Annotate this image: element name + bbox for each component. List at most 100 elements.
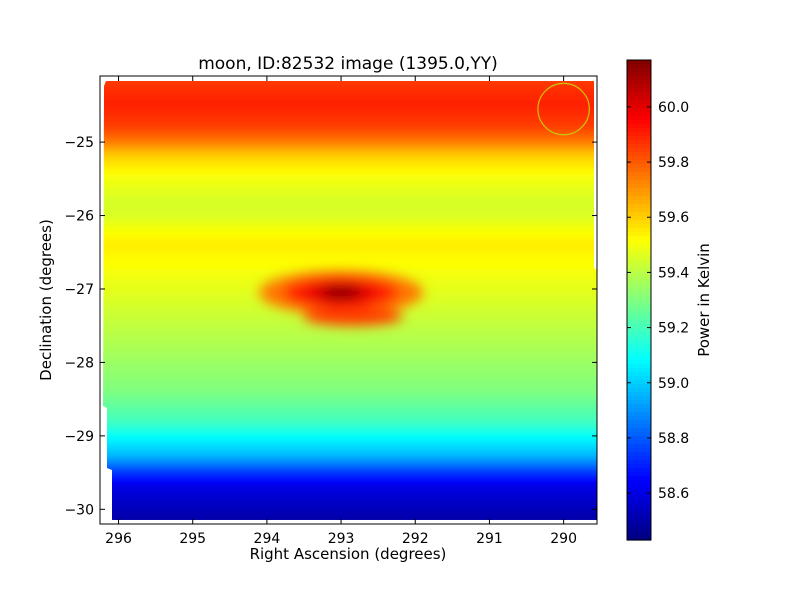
heatmap-band [103, 368, 597, 376]
hotspot-layer [321, 285, 362, 300]
colorbar-segment [627, 324, 651, 329]
colorbar-segment [627, 68, 651, 73]
heatmap-band [103, 403, 597, 411]
colorbar-segment [627, 360, 651, 365]
colorbar-segment [627, 100, 651, 105]
y-tick-label: −25 [64, 135, 94, 151]
heatmap-band [103, 179, 597, 187]
annotation-circle [537, 82, 590, 136]
colorbar-segment [627, 232, 651, 237]
heatmap-band [103, 408, 597, 416]
colorbar-segment [627, 72, 651, 77]
colorbar-segment [627, 484, 651, 489]
heatmap-band [103, 398, 597, 406]
heatmap-band [103, 254, 597, 262]
colorbar-segment [627, 264, 651, 269]
heatmap-band [103, 81, 597, 87]
y-tick-label: −30 [64, 502, 94, 518]
heatmap-band [103, 259, 597, 267]
colorbar-segment [627, 192, 651, 197]
heatmap-band [103, 189, 597, 197]
colorbar: 58.6 58.8 59.0 59.2 59.4 59.6 59.8 60.0 Power i… [626, 59, 713, 541]
colorbar-segment [627, 380, 651, 385]
colorbar-tick-label: 58.6 [658, 486, 689, 502]
colorbar-segment [627, 348, 651, 353]
heatmap-band [103, 264, 597, 272]
heatmap-band [103, 159, 597, 167]
colorbar-segment [627, 276, 651, 281]
heatmap-band [103, 503, 597, 511]
colorbar-segment [627, 284, 651, 289]
colorbar-segment [627, 228, 651, 233]
colorbar-segment [627, 396, 651, 401]
colorbar-segment [627, 212, 651, 217]
colorbar-segment [627, 188, 651, 193]
colorbar-segment [627, 92, 651, 97]
heatmap-band [103, 214, 597, 222]
colorbar-segment [627, 404, 651, 409]
colorbar-tick-label: 59.6 [658, 210, 689, 226]
colorbar-segment [627, 316, 651, 321]
colorbar-segment [627, 448, 651, 453]
heatmap-band [103, 493, 597, 501]
heatmap-band [103, 348, 597, 356]
x-tick-label: 295 [179, 531, 206, 547]
colorbar-segment [627, 536, 651, 541]
colorbar-segment [627, 116, 651, 121]
heatmap-band [103, 119, 597, 127]
colorbar-segment [627, 156, 651, 161]
colorbar-segment [627, 352, 651, 357]
heatmap-band [103, 234, 597, 242]
colorbar-segment [627, 308, 651, 313]
x-tick-label: 292 [402, 531, 429, 547]
heatmap-band [103, 483, 597, 491]
colorbar-segment [627, 524, 651, 529]
colorbar-tick-label: 59.0 [658, 376, 689, 392]
heatmap-band [103, 468, 597, 476]
colorbar-segment [627, 76, 651, 81]
colorbar-segment [627, 296, 651, 301]
heatmap-band [103, 199, 597, 207]
x-axis: 296 295 294 293 292 291 290 [105, 76, 577, 547]
colorbar-segment [627, 160, 651, 165]
heatmap-band [103, 174, 597, 182]
colorbar-segment [627, 268, 651, 273]
colorbar-segment [627, 504, 651, 509]
y-tick-label: −26 [64, 209, 94, 225]
heatmap-band [103, 84, 597, 92]
colorbar-segment [627, 96, 651, 101]
colorbar-segment [627, 128, 651, 133]
heatmap-band [103, 94, 597, 102]
colorbar-segment [627, 456, 651, 461]
colorbar-segment [627, 452, 651, 457]
heatmap-band [103, 383, 597, 391]
heatmap-band [103, 328, 597, 336]
heatmap-band [103, 413, 597, 421]
heatmap-band [103, 378, 597, 386]
colorbar-segment [627, 372, 651, 377]
heatmap-band [103, 458, 597, 466]
colorbar-segment [627, 300, 651, 305]
heatmap-band [103, 164, 597, 172]
heatmap-band [103, 353, 597, 361]
heatmap-band [103, 463, 597, 471]
heatmap-band [103, 219, 597, 227]
colorbar-segment [627, 476, 651, 481]
colorbar-segment [627, 200, 651, 205]
heatmap-band [103, 154, 597, 162]
colorbar-segment [627, 516, 651, 521]
heatmap-band [103, 104, 597, 112]
heatmap-band [103, 134, 597, 142]
colorbar-segment [627, 236, 651, 241]
colorbar-segment [627, 288, 651, 293]
colorbar-tick-label: 59.8 [658, 155, 689, 171]
x-tick-label: 296 [105, 531, 132, 547]
heatmap-band [103, 239, 597, 247]
colorbar-segment [627, 208, 651, 213]
heatmap-band [103, 333, 597, 341]
colorbar-segment [627, 508, 651, 513]
heatmap-band [103, 518, 597, 520]
heatmap-band [103, 498, 597, 506]
colorbar-segment [627, 500, 651, 505]
colorbar-segment [627, 420, 651, 425]
